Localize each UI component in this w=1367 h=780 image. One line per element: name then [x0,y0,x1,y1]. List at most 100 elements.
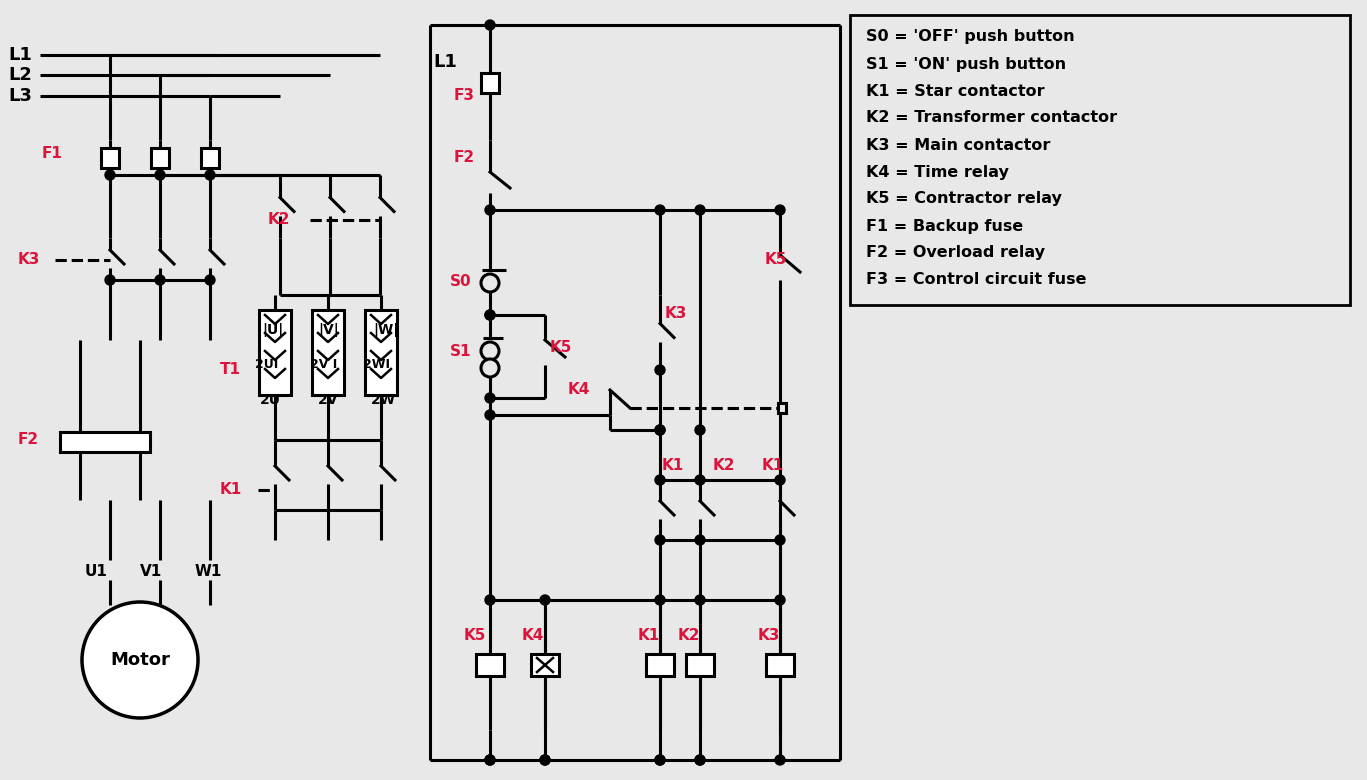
Circle shape [205,275,215,285]
Circle shape [82,602,198,718]
Circle shape [775,595,785,605]
Text: T1: T1 [220,363,241,378]
Circle shape [694,595,705,605]
Circle shape [775,475,785,485]
Text: F1 = Backup fuse: F1 = Backup fuse [867,218,1024,233]
Circle shape [694,755,705,765]
Text: S0 = 'OFF' push button: S0 = 'OFF' push button [867,30,1074,44]
Circle shape [655,475,664,485]
Text: K2 = Transformer contactor: K2 = Transformer contactor [867,111,1117,126]
Bar [686,654,714,676]
Circle shape [485,755,495,765]
Text: |V|: |V| [319,323,339,337]
Bar [476,654,504,676]
Bar [530,654,559,676]
Circle shape [655,535,664,545]
Circle shape [694,425,705,435]
Circle shape [655,365,664,375]
Circle shape [485,205,495,215]
Bar [258,310,291,395]
Circle shape [485,310,495,320]
Bar [778,403,786,413]
Text: K2: K2 [268,212,291,228]
Circle shape [540,755,550,765]
Circle shape [540,595,550,605]
Text: K1 = Star contactor: K1 = Star contactor [867,83,1044,98]
Text: K1: K1 [761,458,785,473]
Circle shape [694,205,705,215]
Circle shape [775,755,785,765]
Text: F2 = Overload relay: F2 = Overload relay [867,246,1044,261]
Text: L3: L3 [8,87,31,105]
Text: |W|: |W| [373,323,398,337]
Circle shape [485,595,495,605]
Text: K3: K3 [664,306,688,321]
Circle shape [694,475,705,485]
Circle shape [775,535,785,545]
Text: W1: W1 [195,565,223,580]
Text: F2: F2 [18,432,40,448]
Circle shape [105,275,115,285]
Text: |U|: |U| [262,323,283,337]
Bar [312,310,344,395]
Text: 2WI: 2WI [364,359,390,371]
Text: F3 = Control circuit fuse: F3 = Control circuit fuse [867,272,1087,288]
Bar [481,73,499,93]
Text: 2W: 2W [370,393,396,407]
Text: K4: K4 [569,382,591,398]
Text: 2U: 2U [260,393,282,407]
Text: F3: F3 [454,87,474,102]
Circle shape [485,755,495,765]
Text: F2: F2 [454,151,476,165]
Text: K2: K2 [714,458,735,473]
Text: K1: K1 [638,627,660,643]
Circle shape [481,359,499,377]
Circle shape [655,425,664,435]
Text: U1: U1 [85,565,108,580]
Circle shape [655,425,664,435]
Text: K4 = Time relay: K4 = Time relay [867,165,1009,179]
Circle shape [694,755,705,765]
Text: L1: L1 [433,53,457,71]
Circle shape [154,170,165,180]
Circle shape [485,20,495,30]
Text: K5: K5 [766,253,787,268]
Text: 2V: 2V [319,393,339,407]
Text: S1 = 'ON' push button: S1 = 'ON' push button [867,56,1066,72]
Circle shape [485,310,495,320]
Circle shape [655,205,664,215]
Circle shape [485,410,495,420]
Circle shape [694,535,705,545]
Circle shape [540,755,550,765]
Text: S0: S0 [450,275,472,289]
Bar [766,654,794,676]
Text: Motor: Motor [111,651,170,669]
Bar [60,432,150,452]
Text: L2: L2 [8,66,31,84]
Circle shape [481,342,499,360]
Circle shape [485,393,495,403]
Circle shape [481,274,499,292]
Circle shape [205,170,215,180]
Text: K3 = Main contactor: K3 = Main contactor [867,137,1050,153]
Text: K1: K1 [662,458,685,473]
Text: K5 = Contractor relay: K5 = Contractor relay [867,192,1062,207]
Text: F1: F1 [42,146,63,161]
Text: K1: K1 [220,483,242,498]
Circle shape [655,755,664,765]
Text: K5: K5 [550,339,573,354]
Text: K4: K4 [522,627,544,643]
Text: 2V I: 2V I [310,359,338,371]
Text: K5: K5 [463,627,487,643]
Text: V1: V1 [139,565,163,580]
Circle shape [655,595,664,605]
Bar [101,147,119,168]
Text: K2: K2 [678,627,700,643]
Bar [150,147,170,168]
Bar [365,310,396,395]
Text: 2UI: 2UI [256,359,279,371]
Circle shape [105,170,115,180]
Text: S1: S1 [450,345,472,360]
Circle shape [775,205,785,215]
Bar [201,147,219,168]
